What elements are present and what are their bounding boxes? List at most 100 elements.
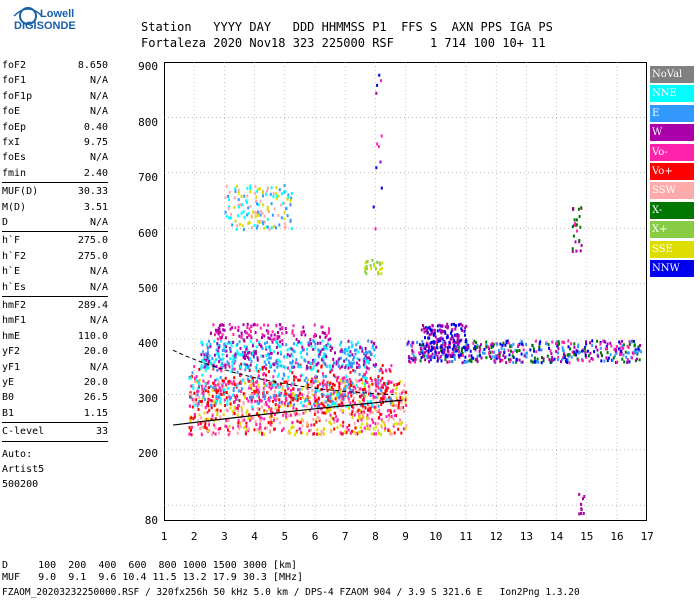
echo-point [449,355,452,358]
echo-point [250,324,253,328]
echo-point [441,324,444,328]
echo-point [231,409,234,413]
echo-point [603,359,606,363]
echo-point [208,428,211,432]
echo-point [226,402,229,406]
echo-point [291,421,294,424]
echo-point [263,334,266,338]
echo-point [404,401,407,405]
echo-point [317,396,320,400]
echo-point [277,331,279,334]
echo-point [310,344,313,348]
echo-point [366,422,368,426]
echo-point [229,406,232,410]
echo-point [270,226,273,230]
echo-point [313,402,316,406]
echo-point [321,325,324,329]
echo-point [233,376,236,380]
echo-point [246,351,249,355]
echo-point [342,424,345,428]
echo-point [498,349,500,353]
echo-point [190,384,193,388]
echo-point [247,212,250,215]
echo-point [557,358,559,362]
echo-point [408,359,411,363]
echo-point [442,330,445,333]
echo-point [259,326,262,330]
echo-point [460,338,463,342]
echo-point [276,358,279,362]
echo-point [637,349,640,353]
echo-point [347,391,350,395]
echo-point [394,383,397,386]
echo-point [269,429,272,433]
echo-point [365,272,368,276]
echo-point [364,394,367,398]
echo-point [386,382,389,386]
echo-point [261,366,264,370]
echo-point [255,338,258,342]
echo-point [361,404,364,408]
echo-point [404,395,407,399]
echo-point [478,345,481,349]
echo-point [446,346,449,350]
echo-point [243,345,246,349]
echo-point [324,346,327,350]
param-value: N/A [89,266,108,278]
echo-point [564,360,567,363]
echo-point [201,359,203,363]
echo-point [234,355,237,359]
echo-point [317,355,320,359]
echo-point [285,415,288,419]
echo-point [518,349,521,352]
y-tick-label: 800 [138,116,158,129]
echo-point [229,397,231,401]
echo-point [217,352,220,356]
echo-point [274,393,277,397]
echo-point [470,354,473,358]
echo-point [314,332,316,336]
echo-point [288,394,291,398]
echo-point [192,417,195,421]
echo-point [377,428,380,432]
echo-point [428,342,431,346]
echo-point [254,399,257,403]
echo-point [246,349,249,353]
echo-point [640,350,643,354]
echo-point [266,426,268,430]
echo-point [324,335,327,339]
echo-point [208,420,211,423]
x-tick-label: 7 [341,530,349,543]
echo-point [269,364,272,368]
echo-point [352,391,355,395]
echo-point [416,340,419,344]
echo-point [418,343,421,347]
param-key: foF1p [2,90,33,102]
echo-point [215,357,218,361]
echo-point [602,339,605,343]
echo-point [444,325,447,329]
echo-point [224,376,227,380]
echo-point [250,336,253,340]
echo-point [205,358,208,362]
echo-point [586,349,589,353]
echo-point [255,366,258,370]
param-key: yF1 [2,361,21,373]
echo-point [566,353,569,357]
echo-point [433,356,436,359]
echo-point [440,350,443,353]
echo-point [494,360,497,363]
echo-point [498,352,501,355]
echo-point [297,388,299,392]
echo-point [197,423,200,427]
echo-point [200,364,203,368]
echo-point [634,351,637,354]
echo-point [358,379,361,383]
echo-point [218,400,221,404]
echo-point [369,409,372,413]
echo-point [351,362,353,366]
echo-point [250,359,253,363]
echo-point [191,371,194,375]
echo-point [279,327,282,331]
echo-point [211,395,214,398]
